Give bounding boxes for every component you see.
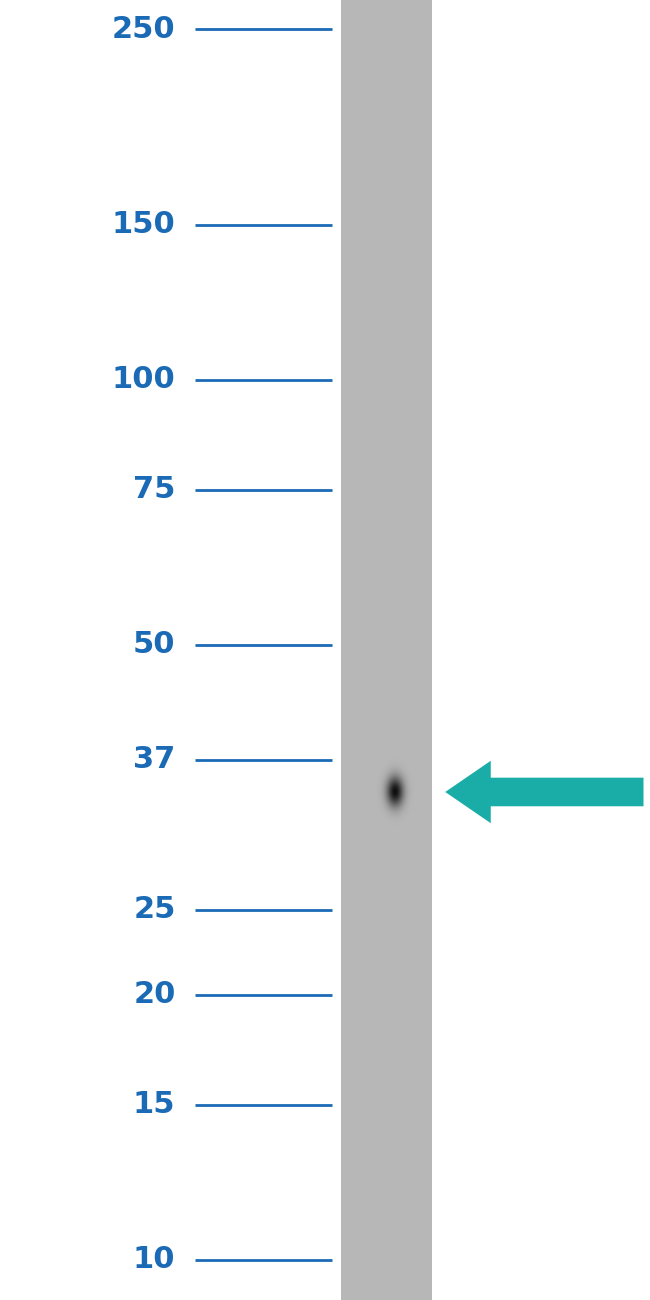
Bar bbox=[378, 0, 379, 1300]
Bar bbox=[424, 0, 426, 1300]
Bar bbox=[343, 0, 344, 1300]
Bar bbox=[381, 0, 382, 1300]
Bar bbox=[410, 0, 411, 1300]
Text: 10: 10 bbox=[133, 1245, 176, 1274]
Bar bbox=[380, 0, 381, 1300]
Bar bbox=[363, 0, 364, 1300]
Bar bbox=[384, 0, 385, 1300]
Bar bbox=[358, 0, 359, 1300]
Text: 250: 250 bbox=[112, 14, 176, 44]
Bar bbox=[347, 0, 348, 1300]
Bar bbox=[341, 0, 343, 1300]
Bar bbox=[399, 0, 400, 1300]
Bar bbox=[343, 0, 344, 1300]
Text: 25: 25 bbox=[133, 894, 176, 924]
Bar bbox=[361, 0, 363, 1300]
Bar bbox=[372, 0, 373, 1300]
Bar bbox=[367, 0, 369, 1300]
Bar bbox=[389, 0, 390, 1300]
Bar bbox=[406, 0, 408, 1300]
Bar bbox=[355, 0, 356, 1300]
Bar bbox=[391, 0, 393, 1300]
Bar bbox=[395, 0, 396, 1300]
Bar bbox=[385, 0, 387, 1300]
Bar bbox=[403, 0, 404, 1300]
Bar bbox=[431, 0, 432, 1300]
Bar bbox=[359, 0, 361, 1300]
Bar bbox=[414, 0, 415, 1300]
Bar bbox=[365, 0, 367, 1300]
Bar bbox=[417, 0, 419, 1300]
Bar bbox=[419, 0, 420, 1300]
Bar bbox=[394, 0, 395, 1300]
Bar bbox=[374, 0, 376, 1300]
Text: 20: 20 bbox=[133, 980, 176, 1009]
Bar bbox=[405, 0, 406, 1300]
Bar bbox=[379, 0, 380, 1300]
Bar bbox=[428, 0, 429, 1300]
Bar bbox=[356, 0, 358, 1300]
Bar bbox=[397, 0, 398, 1300]
Bar bbox=[411, 0, 412, 1300]
Text: 100: 100 bbox=[112, 365, 176, 394]
Bar bbox=[352, 0, 354, 1300]
Bar bbox=[429, 0, 430, 1300]
Bar bbox=[408, 0, 410, 1300]
Bar bbox=[346, 0, 347, 1300]
Bar bbox=[420, 0, 421, 1300]
Bar bbox=[349, 0, 350, 1300]
Text: 37: 37 bbox=[133, 745, 176, 775]
Bar bbox=[421, 0, 422, 1300]
Bar bbox=[344, 0, 346, 1300]
FancyArrow shape bbox=[445, 760, 644, 823]
Bar bbox=[422, 0, 423, 1300]
Bar bbox=[341, 0, 432, 1300]
Bar bbox=[393, 0, 394, 1300]
Bar bbox=[382, 0, 384, 1300]
Bar bbox=[430, 0, 431, 1300]
Text: 150: 150 bbox=[112, 211, 176, 239]
Bar bbox=[364, 0, 365, 1300]
Bar bbox=[352, 0, 353, 1300]
Bar bbox=[361, 0, 362, 1300]
Bar bbox=[370, 0, 371, 1300]
Bar bbox=[402, 0, 403, 1300]
Bar bbox=[388, 0, 389, 1300]
Bar bbox=[396, 0, 397, 1300]
Bar bbox=[369, 0, 370, 1300]
Bar bbox=[412, 0, 413, 1300]
Bar bbox=[398, 0, 399, 1300]
Bar bbox=[370, 0, 372, 1300]
Bar bbox=[348, 0, 349, 1300]
Bar bbox=[423, 0, 424, 1300]
Bar bbox=[350, 0, 352, 1300]
Bar bbox=[407, 0, 408, 1300]
Bar bbox=[354, 0, 355, 1300]
Text: 50: 50 bbox=[133, 630, 176, 659]
Text: 15: 15 bbox=[133, 1091, 176, 1119]
Bar bbox=[390, 0, 391, 1300]
Bar bbox=[387, 0, 388, 1300]
Bar bbox=[400, 0, 402, 1300]
Bar bbox=[376, 0, 378, 1300]
Bar bbox=[373, 0, 374, 1300]
Bar bbox=[426, 0, 428, 1300]
Text: 75: 75 bbox=[133, 474, 176, 504]
Bar bbox=[415, 0, 417, 1300]
Bar bbox=[404, 0, 405, 1300]
Bar bbox=[413, 0, 414, 1300]
